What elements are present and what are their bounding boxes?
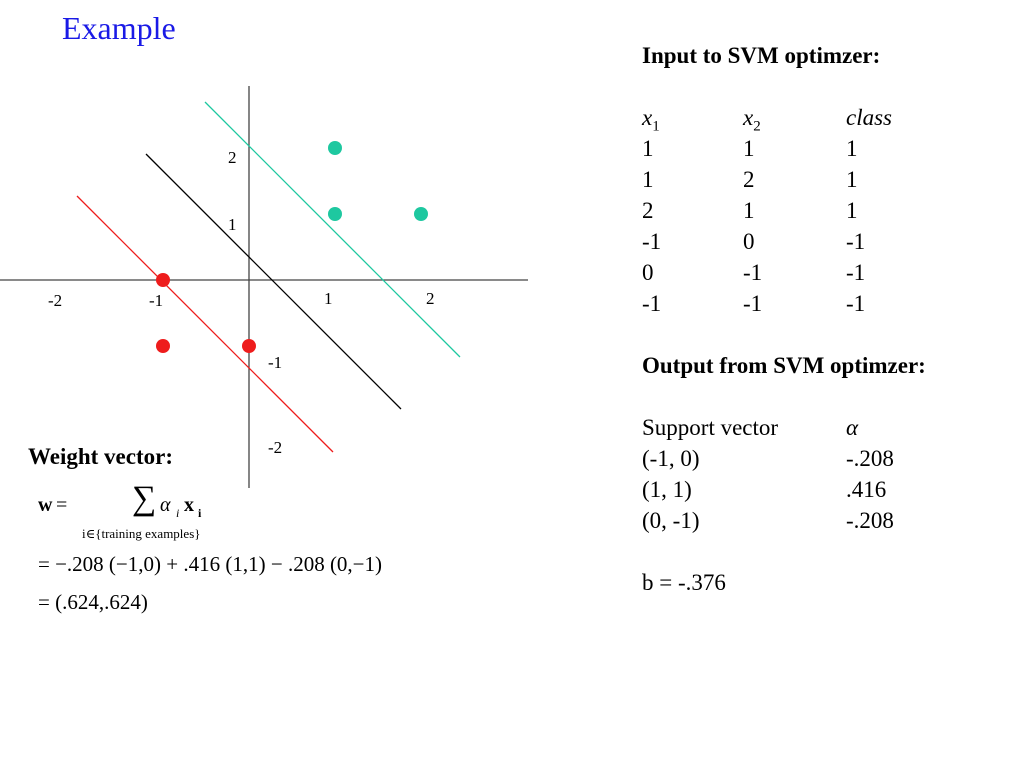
x-tick-label: -2 (48, 291, 62, 310)
table-row: -1 -1 -1 (642, 291, 866, 316)
svm-plot: -2 -1 1 2 2 1 -1 -2 (0, 86, 528, 488)
y-tick-label: 1 (228, 215, 237, 234)
negative-point (156, 273, 170, 287)
negative-point (156, 339, 170, 353)
table-row: (-1, 0) -.208 (642, 446, 894, 471)
positive-point (328, 141, 342, 155)
weight-expansion: = −.208 (−1,0) + .416 (1,1) − .208 (0,−1… (38, 552, 383, 576)
x-subscript: i (198, 506, 202, 520)
col-x2-header: x2 (743, 105, 761, 135)
output-heading: Output from SVM optimzer: (642, 353, 926, 378)
positive-point (328, 207, 342, 221)
weight-result: = (.624,.624) (38, 590, 148, 614)
bias-value: b = -.376 (642, 570, 726, 595)
decision-boundary-line (145, 153, 402, 410)
positive-point (414, 207, 428, 221)
output-header-row: Support vector α (642, 412, 1012, 443)
negative-point (242, 339, 256, 353)
w-symbol: w (38, 494, 53, 516)
negative-margin-line (76, 195, 334, 453)
weight-formula: w = ∑ α i x i i∈{training examples} (36, 480, 256, 548)
table-row: -1 0 -1 (642, 229, 866, 254)
data-points (156, 141, 428, 353)
x-tick-label: -1 (149, 291, 163, 310)
equals-sign: = (56, 494, 68, 516)
input-heading: Input to SVM optimzer: (642, 43, 881, 68)
y-tick-label: 2 (228, 148, 237, 167)
weight-vector-label: Weight vector: (28, 444, 173, 469)
col-alpha-header: α (846, 415, 859, 440)
sum-symbol: ∑ (132, 480, 157, 517)
positive-margin-line (204, 101, 461, 358)
alpha-symbol: α (160, 494, 171, 516)
col-x1-header: x1 (642, 105, 660, 135)
table-row: 0 -1 -1 (642, 260, 866, 285)
alpha-subscript: i (176, 506, 180, 520)
y-tick-label: -1 (268, 353, 282, 372)
col-class-header: class (846, 105, 892, 130)
x-tick-label: 2 (426, 289, 435, 308)
col-sv-header: Support vector (642, 415, 779, 440)
sum-range: i∈{training examples} (82, 526, 201, 541)
x-symbol: x (184, 494, 194, 516)
table-row: (0, -1) -.208 (642, 508, 894, 533)
input-header-row: x1 x2 class (642, 102, 1012, 135)
slide-title: Example (62, 10, 176, 46)
table-row: (1, 1) .416 (642, 477, 887, 502)
x-tick-label: 1 (324, 289, 333, 308)
y-tick-label: -2 (268, 438, 282, 457)
